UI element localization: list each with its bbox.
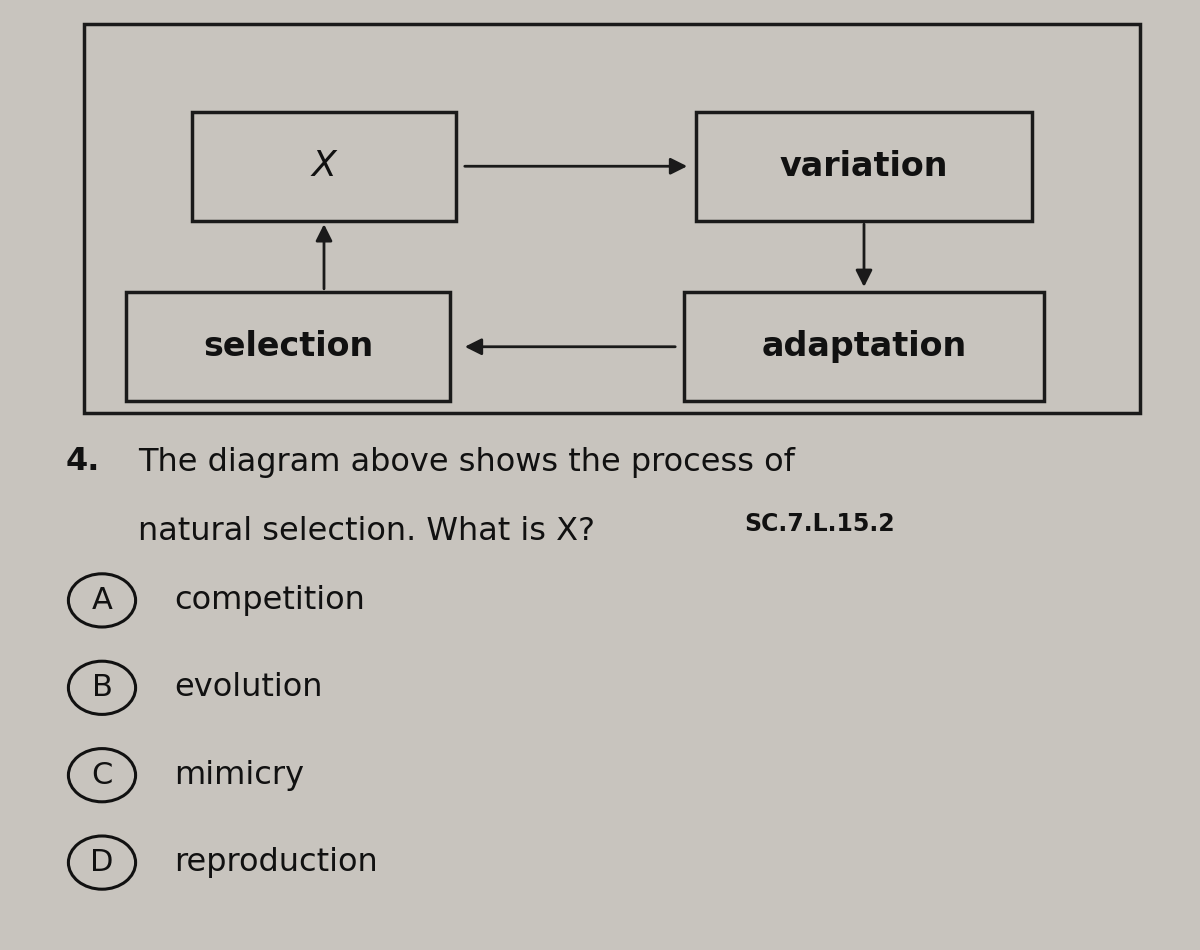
Text: adaptation: adaptation bbox=[761, 331, 967, 363]
Text: mimicry: mimicry bbox=[174, 760, 304, 790]
Text: C: C bbox=[91, 761, 113, 789]
Text: B: B bbox=[91, 674, 113, 702]
Text: natural selection. What is X?: natural selection. What is X? bbox=[138, 516, 595, 547]
Bar bbox=[126, 293, 450, 401]
Bar bbox=[192, 112, 456, 221]
Text: SC.7.L.15.2: SC.7.L.15.2 bbox=[744, 512, 895, 536]
Text: reproduction: reproduction bbox=[174, 847, 378, 878]
Text: selection: selection bbox=[203, 331, 373, 363]
Text: evolution: evolution bbox=[174, 673, 323, 703]
Text: variation: variation bbox=[780, 150, 948, 182]
Text: competition: competition bbox=[174, 585, 365, 616]
Text: A: A bbox=[91, 586, 113, 615]
Bar bbox=[84, 24, 1140, 413]
Bar bbox=[684, 293, 1044, 401]
Text: 4.: 4. bbox=[66, 446, 101, 478]
Text: D: D bbox=[90, 848, 114, 877]
Text: X: X bbox=[312, 149, 336, 183]
Bar bbox=[696, 112, 1032, 221]
Text: The diagram above shows the process of: The diagram above shows the process of bbox=[138, 446, 794, 478]
